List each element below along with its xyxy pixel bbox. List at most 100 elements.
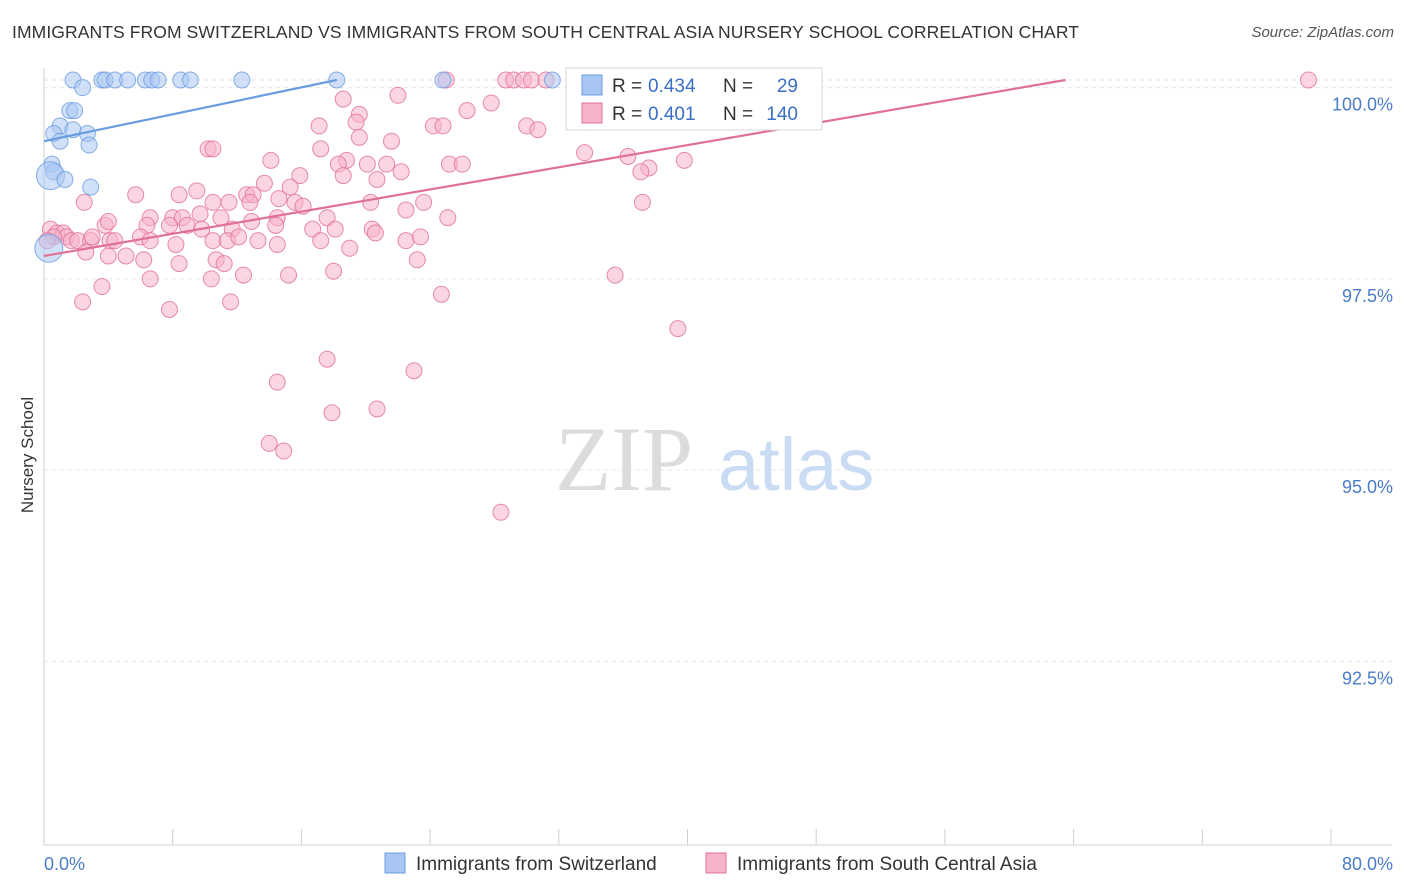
legend-box xyxy=(565,67,823,131)
data-point xyxy=(362,193,380,211)
data-point xyxy=(675,151,693,169)
bottom-legend-label-south-central-asia: Immigrants from South Central Asia xyxy=(737,854,1037,875)
data-point xyxy=(632,163,650,181)
data-point xyxy=(267,216,285,234)
data-point xyxy=(1299,71,1317,89)
stats-legend: R = 0.434 N = 29 R = 0.401 N = 140 xyxy=(565,67,823,131)
y-tick-label: 95.0% xyxy=(1342,477,1393,497)
data-point xyxy=(368,170,386,188)
data-point xyxy=(77,243,95,261)
legend-n-value-1: 29 xyxy=(777,76,798,97)
data-point xyxy=(141,270,159,288)
data-point xyxy=(135,251,153,269)
data-point xyxy=(434,71,452,89)
data-point xyxy=(215,255,233,273)
data-point xyxy=(633,193,651,211)
data-point xyxy=(408,251,426,269)
data-point xyxy=(378,155,396,173)
data-point xyxy=(368,400,386,418)
data-point xyxy=(127,186,145,204)
data-point xyxy=(204,140,222,158)
data-point xyxy=(576,144,594,162)
data-point xyxy=(74,79,92,97)
data-point xyxy=(312,140,330,158)
data-point xyxy=(167,235,185,253)
legend-r-label-1: R = xyxy=(612,76,642,97)
legend-n-label-1: N = xyxy=(723,76,753,97)
y-tick-label: 92.5% xyxy=(1342,668,1393,688)
data-point xyxy=(99,247,117,265)
data-point xyxy=(233,71,251,89)
data-point xyxy=(458,102,476,120)
data-point xyxy=(220,193,238,211)
data-point xyxy=(106,232,124,250)
x-tick-label: 80.0% xyxy=(1342,854,1393,874)
data-point xyxy=(66,102,84,120)
data-point xyxy=(280,266,298,284)
data-point xyxy=(482,94,500,112)
data-point xyxy=(326,220,344,238)
x-tick-labels: 0.0% 80.0% xyxy=(44,854,1393,874)
legend-swatch-switzerland xyxy=(581,74,603,96)
legend-n-label-2: N = xyxy=(723,104,753,125)
data-point xyxy=(270,190,288,208)
data-point xyxy=(415,193,433,211)
data-point xyxy=(366,224,384,242)
data-point xyxy=(358,155,376,173)
data-point xyxy=(141,232,159,250)
bottom-legend-swatch-south-central-asia xyxy=(705,852,727,874)
data-point xyxy=(323,404,341,422)
data-point xyxy=(160,301,178,318)
data-point xyxy=(204,232,222,250)
data-point xyxy=(281,178,299,196)
legend-r-value-1: 0.434 xyxy=(648,76,696,97)
data-point xyxy=(522,71,540,89)
data-point xyxy=(341,239,359,257)
legend-r-value-2: 0.401 xyxy=(648,104,696,125)
watermark-zip: ZIP xyxy=(555,408,693,510)
data-point xyxy=(262,151,280,169)
y-axis-label: Nursery School xyxy=(18,397,37,513)
data-point xyxy=(149,71,167,89)
y-tick-label: 100.0% xyxy=(1332,95,1393,115)
data-point xyxy=(334,90,352,108)
chart-source: Source: ZipAtlas.com xyxy=(1251,24,1394,41)
data-point xyxy=(389,86,407,104)
data-point xyxy=(119,71,137,89)
data-point xyxy=(397,201,415,219)
data-point xyxy=(543,71,561,89)
trend-line xyxy=(43,78,1066,258)
trend-lines xyxy=(43,78,1066,258)
data-point xyxy=(93,278,111,296)
data-point xyxy=(99,213,117,231)
data-point xyxy=(310,117,328,135)
data-point xyxy=(230,228,248,246)
data-point xyxy=(439,209,457,227)
legend-n-value-2: 140 xyxy=(766,104,798,125)
data-point xyxy=(405,362,423,380)
data-point xyxy=(392,163,410,181)
data-point xyxy=(411,228,429,246)
data-point xyxy=(74,293,92,311)
watermark: ZIP atlas xyxy=(555,408,874,510)
points-switzerland xyxy=(34,71,561,263)
data-point xyxy=(83,228,101,246)
data-point xyxy=(188,182,206,200)
chart-title: IMMIGRANTS FROM SWITZERLAND VS IMMIGRANT… xyxy=(12,22,1080,42)
data-point xyxy=(234,266,252,284)
data-point xyxy=(191,205,209,223)
data-point xyxy=(492,503,510,521)
bottom-legend-swatch-switzerland xyxy=(384,852,406,874)
data-point xyxy=(334,167,352,185)
data-point xyxy=(669,320,687,338)
data-point xyxy=(397,232,415,250)
y-tick-label: 97.5% xyxy=(1342,286,1393,306)
data-point xyxy=(82,178,100,196)
data-point xyxy=(181,71,199,89)
data-point xyxy=(453,155,471,173)
trend-line xyxy=(43,78,338,143)
data-point xyxy=(249,232,267,250)
data-point xyxy=(268,235,286,253)
data-point xyxy=(222,293,240,311)
